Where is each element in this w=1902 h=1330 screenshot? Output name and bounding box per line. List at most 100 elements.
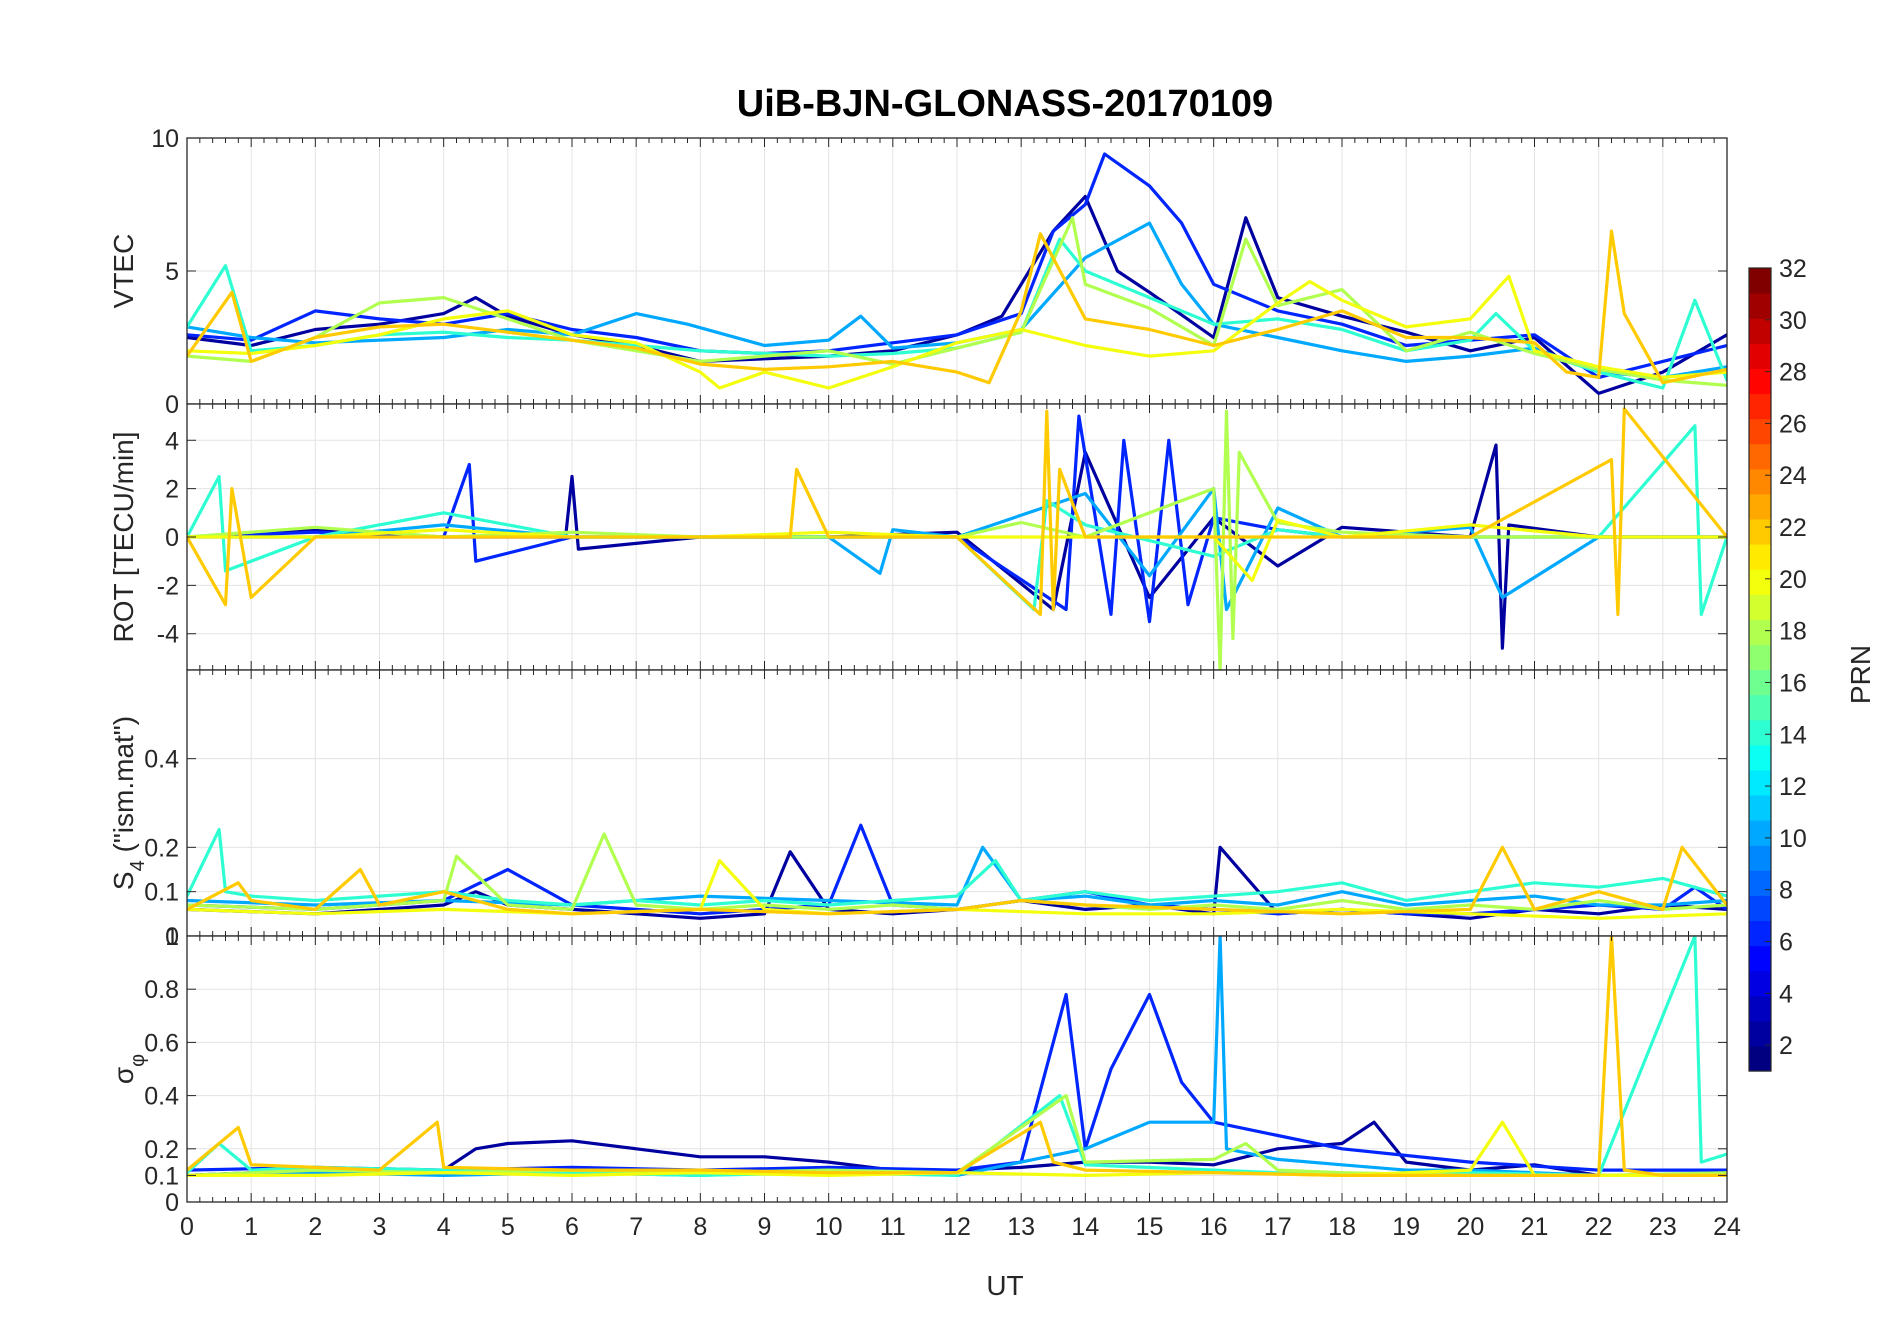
y-tick-label: 10 bbox=[151, 125, 179, 153]
series-line-prn-18 bbox=[187, 409, 1727, 670]
y-axis-label: S4 ("ism.mat") bbox=[108, 716, 149, 890]
colorbar-tick-label: 16 bbox=[1779, 669, 1807, 697]
x-tick-label: 20 bbox=[1456, 1213, 1484, 1241]
colorbar-swatch bbox=[1749, 794, 1771, 821]
y-tick-label: -2 bbox=[157, 572, 179, 600]
y-tick-label: 0 bbox=[165, 923, 179, 951]
y-tick-label: 0.1 bbox=[144, 879, 179, 907]
colorbar-tick-label: 20 bbox=[1779, 566, 1807, 594]
y-tick-label: 4 bbox=[165, 427, 179, 455]
x-axis-label: UT bbox=[986, 1270, 1023, 1301]
colorbar-swatch bbox=[1749, 293, 1771, 319]
x-tick-label: 10 bbox=[815, 1213, 843, 1241]
colorbar-swatch bbox=[1749, 820, 1771, 846]
x-tick-label: 15 bbox=[1136, 1213, 1164, 1241]
x-tick-label: 23 bbox=[1649, 1213, 1677, 1241]
colorbar-tick-label: 8 bbox=[1779, 877, 1793, 905]
colorbar-swatch bbox=[1749, 1020, 1771, 1047]
colorbar-swatch bbox=[1749, 744, 1771, 771]
x-tick-label: 22 bbox=[1585, 1213, 1613, 1241]
colorbar-swatch bbox=[1749, 995, 1771, 1022]
colorbar-tick-label: 10 bbox=[1779, 825, 1807, 853]
y-tick-label: 0 bbox=[165, 524, 179, 552]
colorbar-swatch bbox=[1749, 895, 1771, 922]
x-tick-label: 19 bbox=[1392, 1213, 1420, 1241]
colorbar-swatch bbox=[1749, 569, 1771, 595]
series-group bbox=[187, 823, 1727, 920]
colorbar-swatch bbox=[1749, 393, 1771, 420]
series-line-prn-20 bbox=[187, 274, 1727, 390]
colorbar-swatch bbox=[1749, 594, 1771, 620]
y-tick-label: -4 bbox=[157, 621, 179, 649]
x-tick-label: 24 bbox=[1713, 1213, 1741, 1241]
colorbar-swatch bbox=[1749, 343, 1771, 369]
series-line-prn-22 bbox=[187, 936, 1727, 1177]
colorbar-swatch bbox=[1749, 945, 1771, 972]
colorbar-swatch bbox=[1749, 468, 1771, 495]
colorbar-tick-label: 32 bbox=[1779, 255, 1807, 283]
colorbar-swatch bbox=[1749, 443, 1771, 470]
x-tick-label: 3 bbox=[373, 1213, 387, 1241]
chart-title: UiB-BJN-GLONASS-20170109 bbox=[737, 83, 1273, 125]
y-tick-label: 0.8 bbox=[144, 976, 179, 1004]
x-tick-label: 4 bbox=[437, 1213, 451, 1241]
colorbar-tick-label: 28 bbox=[1779, 359, 1807, 387]
colorbar-label: PRN bbox=[1845, 645, 1876, 704]
y-axis-label: σφ bbox=[108, 1054, 149, 1084]
colorbar-swatch bbox=[1749, 318, 1771, 344]
colorbar-swatch bbox=[1749, 644, 1771, 671]
y-tick-label: 1 bbox=[165, 923, 179, 951]
colorbar-tick-label: 6 bbox=[1779, 928, 1793, 956]
y-tick-label: 0.4 bbox=[144, 746, 179, 774]
x-tick-label: 0 bbox=[180, 1213, 194, 1241]
x-tick-label: 13 bbox=[1007, 1213, 1035, 1241]
y-tick-label: 0 bbox=[165, 391, 179, 419]
x-tick-label: 14 bbox=[1071, 1213, 1099, 1241]
colorbar-tick-label: 24 bbox=[1779, 462, 1807, 490]
colorbar-tick-label: 2 bbox=[1779, 1032, 1793, 1060]
colorbar-tick-label: 14 bbox=[1779, 721, 1807, 749]
colorbar-swatch bbox=[1749, 769, 1771, 796]
colorbar-swatch bbox=[1749, 493, 1771, 520]
x-tick-label: 21 bbox=[1521, 1213, 1549, 1241]
panel-2: -4 -2 0 2 4 ROT [TECU/min] bbox=[108, 403, 1728, 671]
x-tick-label: 5 bbox=[501, 1213, 515, 1241]
colorbar-frame bbox=[1748, 267, 1772, 1072]
x-tick-label: 8 bbox=[693, 1213, 707, 1241]
x-tick-label: 17 bbox=[1264, 1213, 1292, 1241]
y-tick-label: 0.2 bbox=[144, 1136, 179, 1164]
x-tick-label: 18 bbox=[1328, 1213, 1356, 1241]
colorbar-swatch bbox=[1749, 368, 1771, 395]
y-tick-label: 0.6 bbox=[144, 1029, 179, 1057]
colorbar-swatch bbox=[1749, 619, 1771, 646]
colorbar-swatch bbox=[1749, 694, 1771, 721]
colorbar-swatch bbox=[1749, 544, 1771, 570]
colorbar-swatch bbox=[1749, 719, 1771, 746]
colorbar-swatch bbox=[1749, 268, 1771, 294]
x-tick-label: 6 bbox=[565, 1213, 579, 1241]
y-tick-label: 0.2 bbox=[144, 834, 179, 862]
series-line-prn-22 bbox=[187, 407, 1727, 616]
series-line-prn-22 bbox=[187, 845, 1727, 916]
colorbar-swatch bbox=[1749, 418, 1771, 445]
x-tick-label: 12 bbox=[943, 1213, 971, 1241]
series-line-prn-22 bbox=[187, 229, 1727, 385]
y-tick-label: 2 bbox=[165, 476, 179, 504]
colorbar-swatch bbox=[1749, 669, 1771, 696]
colorbar-swatch bbox=[1749, 845, 1771, 871]
x-tick-label: 16 bbox=[1200, 1213, 1228, 1241]
series-line-prn-20 bbox=[187, 1120, 1727, 1177]
y-tick-label: 0 bbox=[165, 1189, 179, 1217]
y-tick-label: 5 bbox=[165, 258, 179, 286]
series-group bbox=[187, 936, 1727, 1177]
y-tick-label: 0.1 bbox=[144, 1162, 179, 1190]
colorbar-tick-label: 12 bbox=[1779, 773, 1807, 801]
series-group bbox=[187, 152, 1727, 395]
x-tick-label: 7 bbox=[629, 1213, 643, 1241]
series-group bbox=[187, 407, 1727, 670]
x-tick-label: 9 bbox=[758, 1213, 772, 1241]
colorbar-swatch bbox=[1749, 970, 1771, 997]
